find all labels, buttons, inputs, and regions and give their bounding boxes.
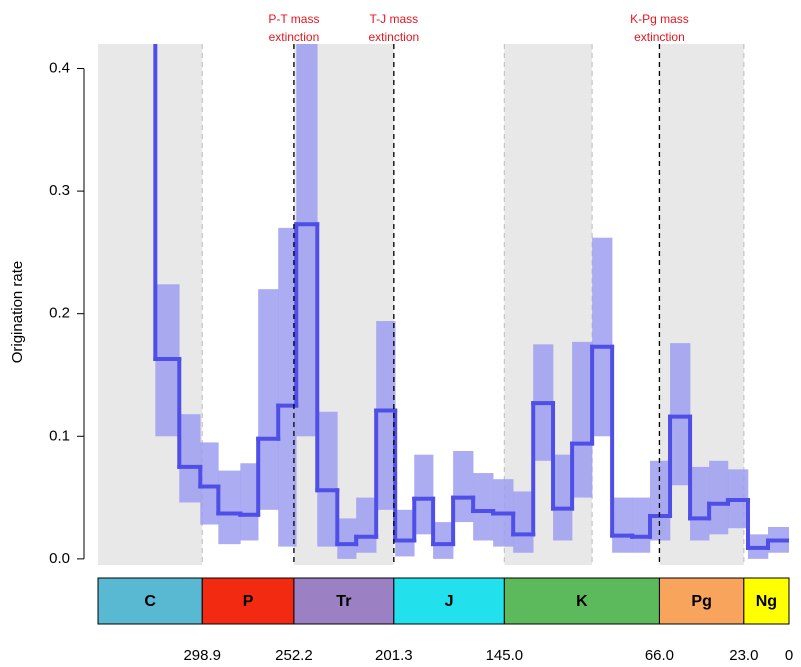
confidence-band: [179, 414, 201, 503]
foreground-layer: 0.0 0.1 0.2 0.3 0.4 P-T mass extinction T-J mas…: [49, 12, 793, 664]
period-box: [201, 577, 295, 625]
confidence-band: [670, 343, 691, 486]
confidence-band: [473, 473, 494, 541]
period-box: [658, 577, 745, 625]
confidence-band: [632, 497, 651, 553]
x-tick-label: 145.0: [486, 647, 524, 664]
x-tick-label: 23.0: [729, 647, 758, 664]
confidence-band: [356, 497, 377, 553]
period-label: K: [576, 593, 588, 610]
x-tick-label: 252.2: [275, 647, 313, 664]
extinction-label: K-Pg mass: [630, 12, 689, 26]
confidence-band: [592, 237, 613, 437]
confidence-band: [200, 442, 219, 525]
period-box: [393, 577, 505, 625]
extinction-label: extinction: [368, 30, 419, 44]
period-box: [503, 577, 660, 625]
confidence-band: [395, 509, 415, 557]
confidence-band: [433, 522, 454, 559]
plot-area: [141, 0, 789, 559]
extinction-label: P-T mass: [268, 12, 319, 26]
confidence-band: [376, 321, 396, 510]
confidence-band: [414, 454, 434, 535]
confidence-band: [240, 463, 259, 541]
confidence-band: [141, 0, 155, 7]
y-axis-label: Origination rate: [9, 261, 26, 364]
period-label: J: [445, 593, 454, 610]
confidence-band: [572, 341, 593, 498]
period-label: C: [144, 593, 156, 610]
confidence-band: [612, 497, 633, 553]
period-box: [743, 577, 790, 625]
confidence-band: [337, 518, 357, 559]
confidence-band: [278, 227, 297, 547]
confidence-band: [258, 289, 279, 510]
period-label: Pg: [691, 593, 711, 610]
period-label: P: [243, 593, 254, 610]
y-tick-label: 0.0: [49, 550, 70, 567]
x-tick-label: 298.9: [183, 647, 221, 664]
confidence-band: [317, 411, 338, 547]
confidence-band: [453, 450, 474, 523]
confidence-band: [218, 470, 241, 545]
x-tick-label: 66.0: [645, 647, 674, 664]
y-tick-label: 0.2: [49, 305, 70, 322]
period-box: [293, 577, 395, 625]
y-tick-label: 0.4: [49, 59, 70, 76]
x-tick-label: 0: [785, 647, 793, 664]
confidence-band: [650, 460, 671, 541]
extinction-label: extinction: [269, 30, 320, 44]
confidence-band: [513, 491, 534, 553]
confidence-band: [690, 466, 710, 541]
extinction-label: T-J mass: [369, 12, 418, 26]
confidence-band: [296, 44, 318, 437]
period-label: Tr: [336, 593, 351, 610]
extinction-label: extinction: [634, 30, 685, 44]
confidence-band: [553, 454, 573, 541]
confidence-band: [709, 460, 729, 535]
period-label: Ng: [756, 593, 777, 610]
y-tick-label: 0.1: [49, 427, 70, 444]
y-tick-label: 0.3: [49, 182, 70, 199]
x-tick-label: 201.3: [375, 647, 413, 664]
